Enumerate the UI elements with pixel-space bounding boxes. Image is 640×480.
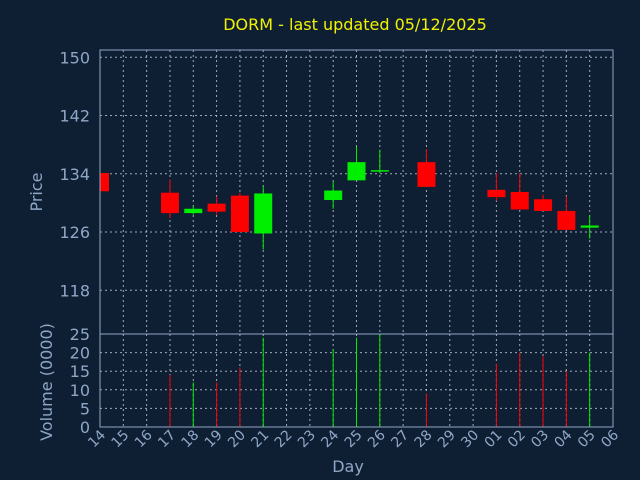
candle bbox=[254, 186, 273, 250]
candle bbox=[207, 196, 226, 215]
volume-tick-label: 25 bbox=[70, 325, 90, 344]
chart-title: DORM - last updated 05/12/2025 bbox=[223, 15, 487, 34]
x-tick-label: 04 bbox=[552, 427, 576, 451]
candle bbox=[347, 146, 366, 181]
candle-body bbox=[230, 195, 249, 233]
x-tick-label: 20 bbox=[225, 427, 249, 451]
x-tick-label: 27 bbox=[388, 427, 412, 451]
candle bbox=[417, 149, 436, 187]
x-tick-label: 26 bbox=[365, 427, 389, 451]
volume-panel-frame bbox=[99, 333, 614, 428]
candle-body bbox=[184, 208, 203, 214]
volume-axis-label: Volume (0000) bbox=[37, 323, 56, 441]
price-tick-label: 134 bbox=[59, 165, 90, 184]
x-tick-labels: 14 15 16 17 18 19 20 21 22 23 24 25 26 27 28 29 30 01 02 03… bbox=[85, 427, 622, 451]
candle-body bbox=[510, 192, 529, 210]
price-tick-label: 150 bbox=[59, 48, 90, 67]
x-tick-label: 17 bbox=[155, 427, 179, 451]
price-tick-label: 142 bbox=[59, 107, 90, 126]
price-grid bbox=[99, 50, 614, 334]
candle-body bbox=[417, 162, 436, 187]
candle bbox=[184, 206, 203, 215]
x-tick-label: 28 bbox=[412, 427, 436, 451]
candles bbox=[99, 146, 599, 250]
candle bbox=[324, 181, 343, 209]
x-tick-label: 30 bbox=[458, 427, 482, 451]
volume-bars bbox=[169, 334, 591, 427]
x-tick-label: 15 bbox=[109, 427, 133, 451]
x-tick-label: 29 bbox=[435, 427, 459, 451]
price-tick-labels: 150 142 134 126 118 bbox=[59, 48, 90, 300]
candle-body bbox=[487, 189, 506, 198]
x-tick-label: 21 bbox=[248, 427, 272, 451]
candle bbox=[160, 179, 179, 219]
x-tick-label: 18 bbox=[178, 427, 202, 451]
candle bbox=[580, 215, 599, 239]
candle-body bbox=[160, 192, 179, 214]
candle-body bbox=[347, 162, 366, 181]
x-axis-label: Day bbox=[332, 457, 364, 476]
volume-tick-label: 0 bbox=[80, 418, 90, 437]
candle bbox=[370, 149, 389, 174]
y-axis-label: Price bbox=[27, 172, 46, 211]
candle-body bbox=[534, 199, 553, 211]
candle bbox=[510, 173, 529, 210]
candle bbox=[230, 192, 249, 233]
candle bbox=[534, 194, 553, 211]
candle-body bbox=[324, 190, 343, 201]
price-tick-label: 126 bbox=[59, 223, 90, 242]
candle bbox=[99, 173, 109, 192]
volume-tick-label: 15 bbox=[70, 362, 90, 381]
price-tick-label: 118 bbox=[59, 281, 90, 300]
candle-body bbox=[254, 193, 273, 234]
volume-tick-label: 5 bbox=[80, 399, 90, 418]
x-tick-label: 16 bbox=[132, 427, 156, 451]
x-tick-label: 23 bbox=[295, 427, 319, 451]
candle-body bbox=[557, 210, 576, 230]
candle-body bbox=[370, 170, 389, 172]
x-tick-label: 22 bbox=[272, 427, 296, 451]
x-tick-label: 03 bbox=[528, 427, 552, 451]
x-tick-label: 06 bbox=[598, 427, 622, 451]
volume-tick-label: 10 bbox=[70, 381, 90, 400]
x-tick-label: 25 bbox=[342, 427, 366, 451]
candle bbox=[487, 173, 506, 201]
candle-body bbox=[580, 225, 599, 228]
x-tick-label: 19 bbox=[202, 427, 226, 451]
candle bbox=[557, 196, 576, 230]
candle-body bbox=[207, 203, 226, 212]
volume-tick-label: 20 bbox=[70, 344, 90, 363]
x-tick-label: 02 bbox=[505, 427, 529, 451]
candle-body bbox=[100, 173, 109, 192]
x-tick-label: 05 bbox=[575, 427, 599, 451]
x-tick-label: 01 bbox=[482, 427, 506, 451]
x-tick-label: 24 bbox=[318, 427, 342, 451]
